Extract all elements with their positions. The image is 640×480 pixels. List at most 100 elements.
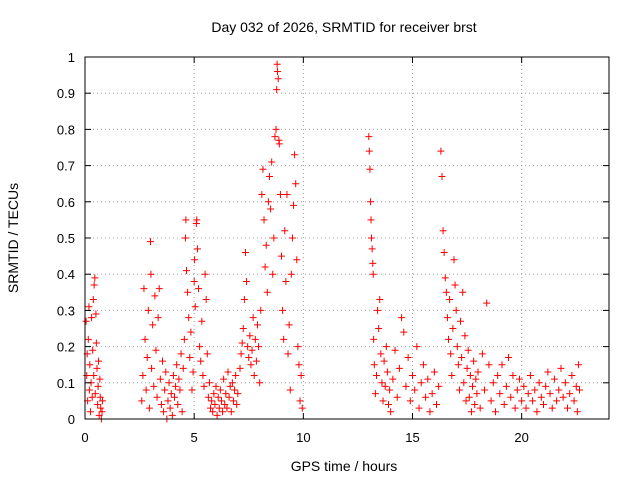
y-axis-title: SRMTID / TECUs (5, 183, 21, 293)
data-point (96, 375, 104, 383)
data-point (398, 314, 406, 322)
data-point (173, 361, 181, 369)
data-point (449, 325, 457, 332)
chart-title: Day 032 of 2026, SRMTID for receiver brs… (211, 19, 476, 35)
data-point (498, 361, 506, 369)
data-point (574, 361, 582, 369)
data-point (273, 86, 281, 94)
x-axis-title: GPS time / hours (291, 458, 398, 474)
data-point (215, 404, 223, 412)
data-point (165, 379, 173, 387)
data-point (154, 314, 162, 322)
data-point (188, 386, 196, 394)
data-point (550, 375, 558, 383)
data-point (572, 382, 580, 390)
y-tick-label: 0.4 (57, 267, 75, 282)
data-point (228, 379, 236, 387)
data-point (290, 201, 298, 209)
data-point (177, 350, 185, 358)
data-point (155, 285, 163, 293)
data-point (167, 390, 175, 398)
data-point (485, 361, 493, 369)
data-point (150, 382, 158, 390)
data-point (502, 382, 510, 390)
data-point (253, 321, 261, 329)
data-point (381, 382, 389, 390)
data-point (231, 386, 239, 394)
data-point (149, 321, 157, 329)
data-points (82, 60, 584, 423)
data-point (143, 353, 151, 361)
data-point (570, 397, 578, 405)
data-point (292, 180, 300, 188)
data-point (375, 325, 383, 332)
data-point (98, 408, 106, 416)
data-point (474, 368, 482, 376)
data-point (297, 372, 305, 380)
data-point (417, 379, 425, 387)
data-point (179, 364, 187, 372)
data-point (293, 256, 301, 264)
data-point (367, 234, 375, 242)
data-point (489, 379, 497, 387)
data-point (481, 386, 489, 394)
data-point (262, 241, 270, 249)
data-point (471, 401, 479, 409)
data-point (557, 364, 565, 372)
data-point (500, 401, 508, 409)
data-point (94, 382, 102, 390)
data-point (451, 281, 459, 289)
data-point (365, 147, 373, 155)
data-point (224, 368, 232, 376)
data-point (483, 299, 491, 307)
data-point (89, 346, 97, 354)
data-point (214, 393, 222, 401)
y-tick-label: 0.1 (57, 376, 75, 391)
data-point (92, 339, 100, 347)
data-point (229, 397, 237, 405)
y-tick-label: 0.9 (57, 86, 75, 101)
data-point (507, 393, 515, 401)
data-point (212, 382, 220, 390)
y-tick-label: 0.5 (57, 231, 75, 246)
data-point (92, 310, 100, 318)
data-point (389, 375, 397, 383)
data-point (457, 317, 465, 325)
data-point (88, 314, 96, 322)
data-point (180, 335, 188, 343)
data-point (548, 404, 556, 412)
data-point (443, 314, 451, 322)
data-point (473, 390, 481, 398)
data-point (470, 357, 478, 365)
data-point (383, 368, 391, 376)
data-point (181, 234, 189, 242)
data-point (205, 379, 213, 387)
data-point (370, 335, 378, 343)
data-point (533, 408, 541, 416)
data-point (282, 277, 290, 285)
data-point (152, 346, 160, 354)
data-point (384, 401, 392, 409)
data-point (542, 382, 550, 390)
data-point (487, 397, 495, 405)
grid (85, 57, 609, 419)
data-point (278, 252, 285, 260)
data-point (258, 191, 266, 199)
data-point (467, 408, 475, 416)
data-point (465, 393, 473, 401)
data-point (89, 296, 97, 304)
data-point (86, 408, 94, 416)
data-point (367, 216, 375, 224)
data-point (245, 353, 253, 361)
data-point (393, 393, 401, 401)
data-point (272, 125, 280, 133)
data-point (275, 140, 283, 148)
data-point (520, 382, 528, 390)
data-point (406, 397, 414, 405)
data-point (248, 346, 256, 354)
data-point (201, 270, 209, 278)
data-point (88, 393, 96, 401)
data-point (139, 372, 147, 380)
data-point (264, 198, 272, 206)
data-point (370, 361, 378, 369)
